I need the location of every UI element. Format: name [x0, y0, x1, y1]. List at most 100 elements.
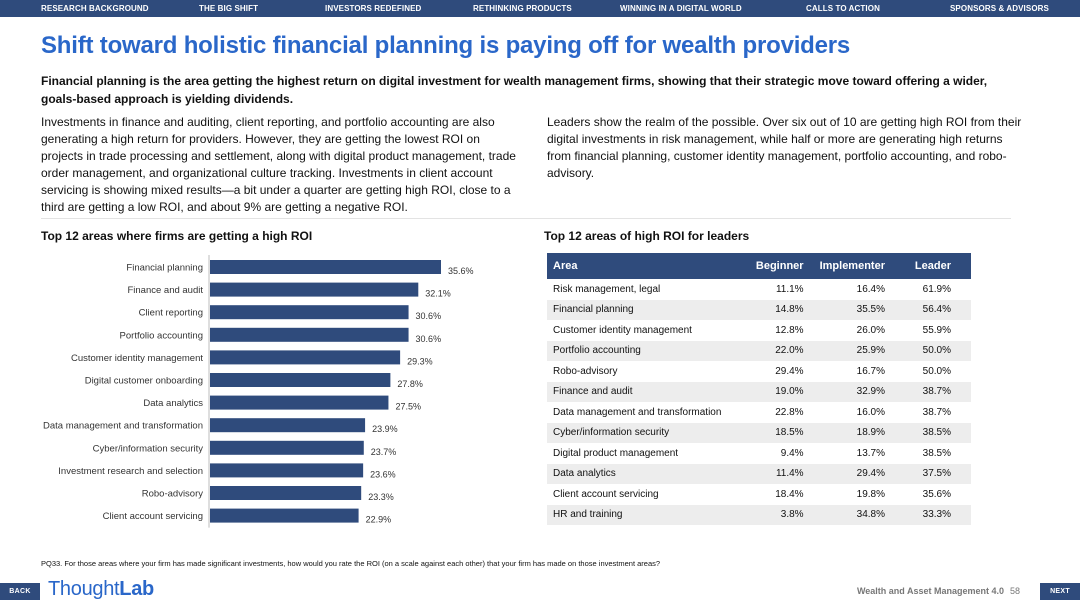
value-label: 22.9% — [366, 515, 392, 525]
bar — [210, 373, 391, 387]
cell-area: Cyber/information security — [547, 422, 736, 443]
value-label: 27.8% — [397, 379, 423, 389]
table-title: Top 12 areas of high ROI for leaders — [544, 229, 750, 243]
logo-text-lab: Lab — [119, 578, 154, 600]
section-divider — [41, 218, 1011, 219]
category-label: Financial planning — [126, 263, 203, 274]
bar — [210, 350, 401, 365]
cell-beginner: 11.4% — [735, 463, 812, 484]
cell-leader: 33.3% — [905, 504, 971, 525]
bar — [210, 327, 409, 342]
nav-rethinking-products[interactable]: RETHINKING PRODUCTS — [473, 4, 572, 13]
nav-sponsors-and-advisors[interactable]: SPONSORS & ADVISORS — [950, 4, 1049, 13]
table-row: Client account servicing 18.4% 19.8% 35.6% — [547, 484, 971, 505]
cell-area: Customer identity management — [553, 324, 692, 336]
bar — [210, 508, 359, 523]
nav-the-big-shift[interactable]: THE BIG SHIFT — [199, 4, 259, 13]
cell-implementer: 35.5% — [811, 299, 905, 320]
cell-beginner: 14.8% — [735, 299, 812, 320]
top-nav: RESEARCH BACKGROUND THE BIG SHIFT INVEST… — [0, 0, 1080, 17]
nav-investors-redefined[interactable]: INVESTORS REDEFINED — [325, 4, 422, 13]
value-label: 27.5% — [395, 402, 421, 412]
roi-bar-chart: Financial planning 35.6% Finance and audit… — [43, 255, 474, 528]
page-subtitle: Financial planning is the area getting t… — [41, 74, 988, 106]
value-label: 30.6% — [416, 334, 442, 344]
cell-beginner: 11.1% — [775, 283, 804, 295]
page-number: 58 — [1009, 586, 1020, 596]
cell-area: Digital product management — [553, 447, 679, 459]
value-label: 23.3% — [368, 492, 394, 502]
cell-implementer: 34.8% — [811, 504, 905, 525]
table-row: Portfolio accounting 22.0% 25.9% 50.0% — [547, 340, 971, 361]
chart-title: Top 12 areas where firms are getting a h… — [41, 229, 313, 243]
header-beginner: Beginner — [735, 253, 812, 279]
bar — [210, 305, 409, 320]
bar — [210, 282, 419, 297]
cell-beginner: 22.0% — [735, 340, 812, 361]
leaders-roi-table: Area Beginner Implementer Leader Risk ma… — [547, 253, 971, 525]
cell-implementer: 18.9% — [811, 422, 905, 443]
body-text-left: Investments in finance and auditing, cli… — [41, 115, 516, 214]
category-label: Data management and transformation — [43, 421, 203, 432]
footer-info: Wealth and Asset Management 4.0 58 — [857, 586, 1020, 596]
cell-area: Robo-advisory — [553, 365, 618, 377]
cell-beginner: 18.5% — [735, 422, 812, 443]
cell-area: Data management and transformation — [553, 406, 722, 418]
cell-leader: 38.7% — [922, 406, 951, 418]
cell-area: Portfolio accounting — [547, 340, 736, 361]
cell-beginner: 3.8% — [735, 504, 812, 525]
category-label: Portfolio accounting — [120, 330, 203, 341]
bar — [210, 440, 364, 455]
back-button[interactable]: BACK — [0, 583, 40, 600]
cell-leader: 38.7% — [905, 381, 971, 402]
bar — [210, 486, 362, 500]
cell-leader: 50.0% — [905, 340, 971, 361]
cell-leader: 38.5% — [905, 422, 971, 443]
nav-research-background[interactable]: RESEARCH BACKGROUND — [41, 4, 149, 13]
value-label: 23.6% — [370, 469, 396, 479]
category-label: Client reporting — [139, 308, 203, 319]
next-button[interactable]: NEXT — [1040, 583, 1080, 600]
category-label: Investment research and selection — [58, 466, 203, 477]
value-label: 32.1% — [425, 289, 451, 299]
category-label: Digital customer onboarding — [85, 376, 203, 387]
cell-area: Client account servicing — [553, 488, 659, 500]
page-title: Shift toward holistic financial planning… — [41, 32, 851, 59]
table-header-row: Area Beginner Implementer Leader — [547, 253, 971, 279]
footnote: PQ33. For those areas where your firm ha… — [41, 559, 661, 568]
cell-implementer: 13.7% — [856, 447, 885, 459]
cell-leader: 50.0% — [922, 365, 951, 377]
table-row: Finance and audit 19.0% 32.9% 38.7% — [547, 381, 971, 402]
bar — [210, 395, 389, 410]
cell-leader: 61.9% — [922, 283, 951, 295]
bar — [210, 418, 366, 433]
header-implementer: Implementer — [811, 253, 905, 279]
bar — [210, 463, 364, 478]
value-label: 23.7% — [371, 447, 397, 457]
cell-implementer: 26.0% — [856, 324, 885, 336]
cell-beginner: 22.8% — [775, 406, 804, 418]
category-label: Robo-advisory — [142, 489, 203, 500]
category-label: Cyber/information security — [93, 443, 204, 454]
table-row: Customer identity management 12.8% 26.0% 55… — [547, 320, 971, 341]
cell-implementer: 16.7% — [856, 365, 885, 377]
value-label: 23.9% — [372, 424, 398, 434]
cell-implementer: 29.4% — [811, 463, 905, 484]
cell-area: Financial planning — [547, 299, 736, 320]
cell-leader: 37.5% — [905, 463, 971, 484]
category-label: Client account servicing — [103, 511, 203, 522]
nav-calls-to-action[interactable]: CALLS TO ACTION — [806, 4, 880, 13]
table-row: Cyber/information security 18.5% 18.9% 38.5… — [547, 422, 971, 443]
category-label: Data analytics — [143, 398, 203, 409]
cell-implementer: 16.0% — [856, 406, 885, 418]
table-row: Data management and transformation 22.8% 1… — [547, 402, 971, 423]
cell-leader: 38.5% — [922, 447, 951, 459]
bar — [210, 260, 441, 274]
table-row: Digital product management 9.4% 13.7% 38.5% — [547, 443, 971, 464]
table-row: Financial planning 14.8% 35.5% 56.4% — [547, 299, 971, 320]
value-label: 30.6% — [416, 311, 442, 321]
body-text-right: Leaders show the realm of the possible. … — [547, 115, 1022, 180]
cell-implementer: 16.4% — [856, 283, 885, 295]
cell-beginner: 18.4% — [775, 488, 804, 500]
nav-winning-in-a-digital-world[interactable]: WINNING IN A DIGITAL WORLD — [620, 4, 742, 13]
